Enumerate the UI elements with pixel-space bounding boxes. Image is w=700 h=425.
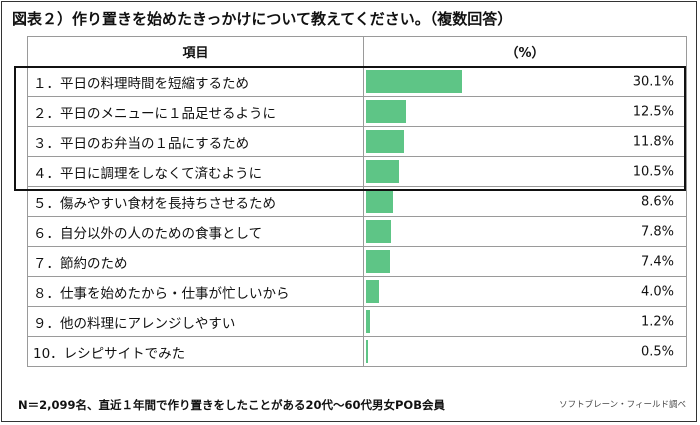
value-label: 1.2% xyxy=(640,314,674,329)
value-label: 10.5% xyxy=(632,164,674,179)
source-credit: ソフトブレーン・フィールド調べ xyxy=(559,400,686,410)
category-label: ８．仕事を始めたから・仕事が忙しいから xyxy=(27,276,364,307)
bar-cell: 11.8% xyxy=(363,126,687,157)
table-row: ６．自分以外の人のための食事として 7.8% xyxy=(27,216,687,247)
category-label: ４．平日に調理をしなくて済むように xyxy=(27,156,364,187)
table-row: ８．仕事を始めたから・仕事が忙しいから 4.0% xyxy=(27,276,687,307)
category-label: ２．平日のメニューに１品足せるように xyxy=(27,96,364,127)
value-label: 11.8% xyxy=(632,134,674,149)
value-label: 12.5% xyxy=(632,104,674,119)
table-row: 10．レシピサイトでみた 0.5% xyxy=(27,336,687,367)
bar xyxy=(366,220,391,243)
table-body: １．平日の料理時間を短縮するため 30.1% ２．平日のメニューに１品足せるように 1… xyxy=(27,66,687,367)
value-label: 30.1% xyxy=(632,74,674,89)
bar xyxy=(366,310,370,333)
value-label: 7.4% xyxy=(640,254,674,269)
table-header-row: 項目 （%） xyxy=(27,36,687,67)
bar xyxy=(366,280,379,303)
table-row: １．平日の料理時間を短縮するため 30.1% xyxy=(27,66,687,97)
bar-cell: 7.8% xyxy=(363,216,687,247)
bar-cell: 10.5% xyxy=(363,156,687,187)
table-row: ３．平日のお弁当の１品にするため 11.8% xyxy=(27,126,687,157)
value-label: 0.5% xyxy=(640,344,674,359)
chart-title: 図表２）作り置きを始めたきっかけについて教えてください。（複数回答） xyxy=(12,10,513,28)
category-label: 10．レシピサイトでみた xyxy=(27,336,364,367)
table-row: ４．平日に調理をしなくて済むように 10.5% xyxy=(27,156,687,187)
table-row: ９．他の料理にアレンジしやすい 1.2% xyxy=(27,306,687,337)
category-label: ６．自分以外の人のための食事として xyxy=(27,216,364,247)
bar-cell: 12.5% xyxy=(363,96,687,127)
sample-note: N＝2,099名、直近１年間で作り置きをしたことがある20代〜60代男女POB会… xyxy=(18,398,445,412)
table-row: ２．平日のメニューに１品足せるように 12.5% xyxy=(27,96,687,127)
table-row: ７．節約のため 7.4% xyxy=(27,246,687,277)
bar xyxy=(366,160,400,183)
bar-cell: 8.6% xyxy=(363,186,687,217)
bar xyxy=(366,190,394,213)
category-label: ９．他の料理にアレンジしやすい xyxy=(27,306,364,337)
bar-cell: 1.2% xyxy=(363,306,687,337)
bar-cell: 0.5% xyxy=(363,336,687,367)
data-table: 項目 （%） １．平日の料理時間を短縮するため 30.1% ２．平日のメニューに１品… xyxy=(27,36,687,367)
header-unit: （%） xyxy=(363,36,687,67)
value-label: 8.6% xyxy=(640,194,674,209)
bar-cell: 30.1% xyxy=(363,66,687,97)
value-label: 4.0% xyxy=(640,284,674,299)
header-item: 項目 xyxy=(27,36,364,67)
bar xyxy=(366,70,462,93)
bar xyxy=(366,250,390,273)
bar xyxy=(366,100,406,123)
bar xyxy=(366,130,404,153)
table-row: ５．傷みやすい食材を長持ちさせるため 8.6% xyxy=(27,186,687,217)
bar-cell: 7.4% xyxy=(363,246,687,277)
category-label: ３．平日のお弁当の１品にするため xyxy=(27,126,364,157)
category-label: ５．傷みやすい食材を長持ちさせるため xyxy=(27,186,364,217)
value-label: 7.8% xyxy=(640,224,674,239)
category-label: １．平日の料理時間を短縮するため xyxy=(27,66,364,97)
bar-cell: 4.0% xyxy=(363,276,687,307)
category-label: ７．節約のため xyxy=(27,246,364,277)
bar xyxy=(366,340,368,363)
